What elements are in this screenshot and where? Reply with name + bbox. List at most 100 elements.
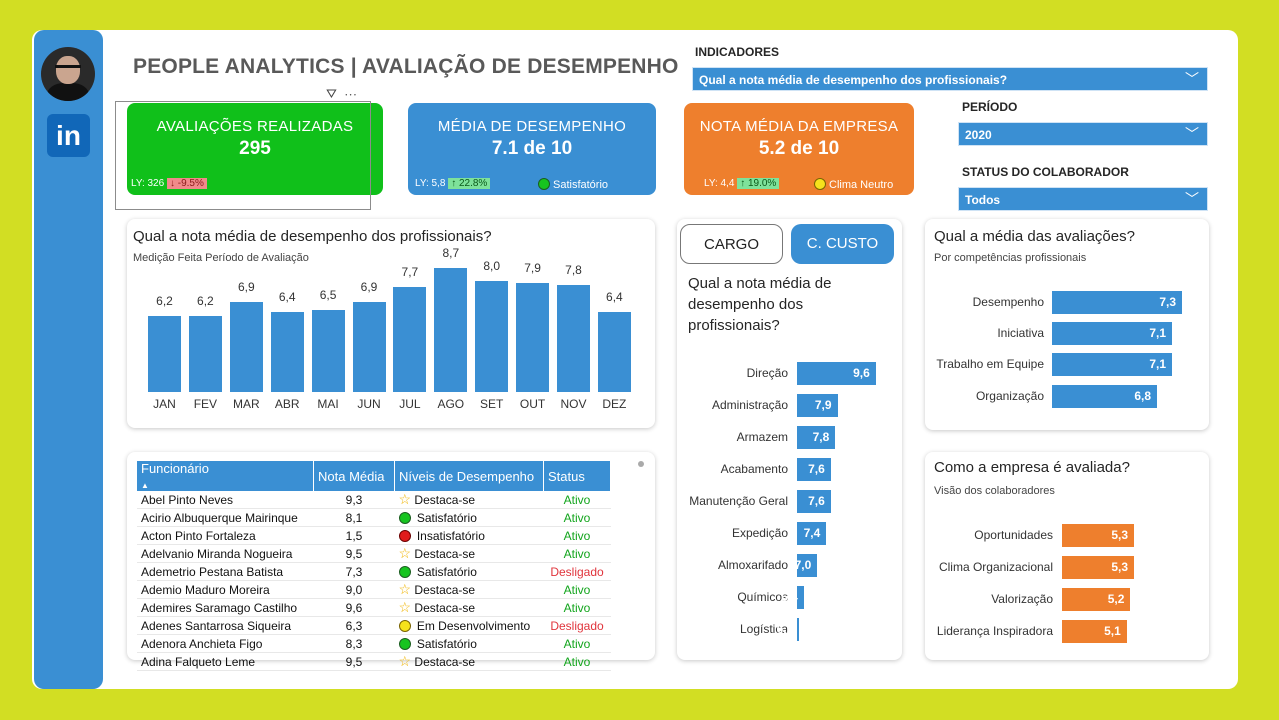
star-icon: ☆ [398,581,412,597]
chart-bar[interactable] [270,311,304,392]
cell-nota: 9,3 [313,491,395,509]
chart-bar[interactable]: 7,9 [797,394,838,417]
bar-data-label: 9,6 [853,366,870,380]
chart-bar[interactable] [557,285,590,392]
kpi-media-label: MÉDIA DE DESEMPENHO [437,118,627,135]
table-row[interactable]: Ademetrio Pestana Batista 7,3 Satisfatóri… [137,562,611,581]
chart-bar[interactable] [352,302,386,392]
indicadores-dropdown[interactable]: Qual a nota média de desempenho dos prof… [692,67,1208,91]
chart-bar[interactable]: 5,3 [1062,556,1134,579]
bar-data-label: 7,0 [794,558,812,572]
bar-data-label: 6,5 [319,287,337,302]
table-row[interactable]: Ademio Maduro Moreira 9,0 ☆ Destaca-se Ativ… [137,580,611,599]
cell-nota: 6,3 [313,616,395,635]
cell-funcionario: Adina Falqueto Leme [137,652,314,671]
bar-data-label: 6,4 [278,289,296,304]
bar-data-label: 7,4 [803,526,821,540]
kpi-media-card[interactable]: MÉDIA DE DESEMPENHO 7.1 de 10 LY: 5,8 ↑ … [408,103,656,195]
chart-bar[interactable] [393,286,427,392]
periodo-label: PERÍODO [962,100,1018,114]
table-row[interactable]: Adelvanio Miranda Nogueira 9,5 ☆ Destaca-s… [137,544,611,563]
periodo-dropdown[interactable]: 2020 ﹀ [958,122,1208,146]
column-header-status[interactable]: Status [543,461,611,491]
y-category-label: Liderança Inspiradora [936,624,1053,638]
avatar-body-shape [47,83,89,101]
kpi-empresa-card[interactable]: NOTA MÉDIA DA EMPRESA 5.2 de 10 LY: 4,4 … [684,103,914,195]
green-status-icon [538,178,550,190]
table-row[interactable]: Abel Pinto Neves 9,3 ☆ Destaca-se Ativo [137,491,611,509]
cell-nivel: ☆ Destaca-se [394,580,544,599]
chart-bar[interactable]: 7,4 [797,522,827,545]
chart-bar[interactable]: 5,1 [1062,620,1127,643]
bar-data-label: 7,8 [812,430,830,444]
cell-funcionario: Adelvanio Miranda Nogueira [137,544,314,563]
linkedin-icon[interactable]: in [47,114,90,157]
chart-bar[interactable]: 7,3 [1052,291,1182,314]
chart-bar[interactable] [597,311,631,392]
column-header-niveis[interactable]: Níveis de Desempenho [394,461,544,491]
nivel-text: Satisfatório [416,636,477,651]
status-label: STATUS DO COLABORADOR [962,165,1129,179]
monthly-chart-subtitle: Medição Feita Período de Avaliação [133,252,309,264]
more-options-icon[interactable]: ⋯ [344,86,358,101]
status-dropdown[interactable]: Todos ﹀ [958,187,1208,211]
table-header-row: Funcionário ▲ Nota Média Níveis de Desemp… [137,461,611,491]
cell-nota: 8,1 [313,508,395,527]
cell-funcionario: Acirio Albuquerque Mairinque [137,508,314,527]
cell-nota: 9,5 [313,652,395,671]
column-header-funcionario[interactable]: Funcionário ▲ [137,461,314,491]
kpi-empresa-label: NOTA MÉDIA DA EMPRESA [699,118,899,135]
profile-avatar[interactable] [41,47,95,101]
nivel-text: Satisfatório [416,564,477,579]
kpi-media-value: 7.1 de 10 [491,138,573,159]
chart-bar[interactable] [475,281,509,392]
cell-status: Desligado [543,616,611,635]
filter-icon[interactable]: ⛛ [326,86,337,101]
column-header-nota[interactable]: Nota Média [313,461,395,491]
table-row[interactable]: Ademires Saramago Castilho 9,6 ☆ Destaca-s… [137,598,611,617]
chart-bar[interactable]: 7,0 [794,554,818,577]
chart-bar[interactable]: 6,8 [1052,384,1157,408]
chart-bar[interactable] [148,315,181,392]
indicadores-value: Qual a nota média de desempenho dos prof… [699,73,1008,87]
chart-bar[interactable]: 7,6 [797,458,831,481]
chart-bar[interactable] [516,283,550,392]
cell-status: Ativo [543,491,611,509]
chart-bar[interactable] [229,302,263,392]
star-icon: ☆ [398,545,412,561]
periodo-value: 2020 [965,128,992,142]
chart-bar[interactable]: 7,8 [797,426,836,449]
chart-bar[interactable]: 6,2 [777,618,800,641]
green-circle-icon [398,565,411,578]
table-row[interactable]: Adenes Santarrosa Siqueira 6,3 Em Desenvo… [137,616,611,635]
chart-bar[interactable]: 5,3 [1062,524,1134,547]
table-row[interactable]: Adenora Anchieta Figo 8,3 Satisfatório Ati… [137,634,611,653]
chart-bar[interactable] [311,309,345,392]
chart-bar[interactable]: 7,1 [1052,353,1172,377]
tab-cargo[interactable]: CARGO [680,224,783,264]
x-tick-label: NOV [560,397,587,411]
custo-chart-title-3: profissionais? [688,317,780,334]
chart-bar[interactable]: 7,6 [797,490,831,513]
chart-bar[interactable]: 5,2 [1062,588,1131,611]
cell-status: Desligado [543,562,611,581]
table-row[interactable]: Acton Pinto Fortaleza 1,5 Insatisfatório A… [137,526,611,545]
chart-bar[interactable]: 9,6 [797,362,876,385]
scrollbar-thumb[interactable] [638,461,644,467]
bar-data-label: 7,9 [814,398,832,412]
chart-bar[interactable]: 7,1 [1052,322,1172,346]
star-icon: ☆ [398,599,412,615]
nivel-text: Satisfatório [416,510,477,525]
custo-chart-title-1: Qual a nota média de [688,275,832,292]
chart-bar[interactable]: 6,4 [781,586,804,609]
status-value: Todos [965,193,1001,207]
cell-nivel: ☆ Destaca-se [394,652,544,671]
kpi-avaliacoes-card[interactable]: AVALIAÇÕES REALIZADAS 295 LY: 326 ↓ -9.5… [127,103,383,195]
cell-nivel: ☆ Destaca-se [394,544,544,563]
table-row[interactable]: Adina Falqueto Leme 9,5 ☆ Destaca-se Ativo [137,652,611,671]
chart-bar[interactable] [188,315,222,392]
cell-nota: 9,0 [313,580,395,599]
chart-bar[interactable] [434,267,468,392]
table-row[interactable]: Acirio Albuquerque Mairinque 8,1 Satisfat… [137,508,611,527]
tab-centro-custo[interactable]: C. CUSTO [791,224,894,264]
